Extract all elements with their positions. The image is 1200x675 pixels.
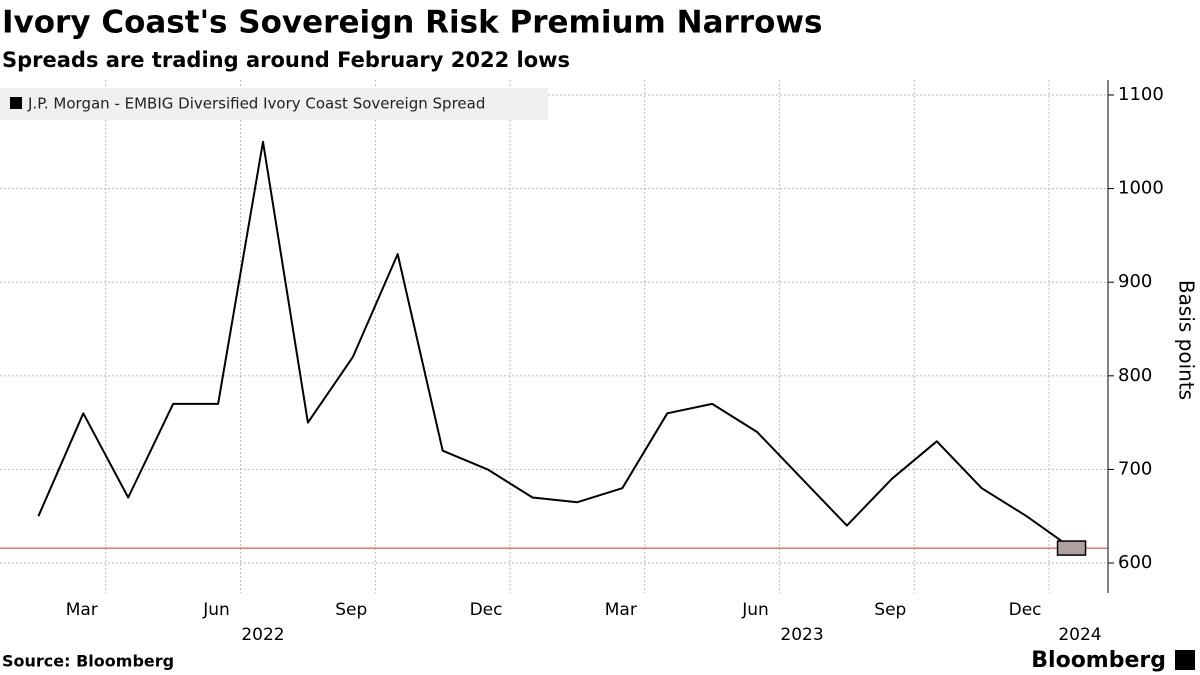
x-tick-label: Sep <box>874 600 906 620</box>
brand-icon <box>1175 650 1195 670</box>
year-label: 2022 <box>241 625 284 645</box>
y-tick-label: 700 <box>1118 458 1152 479</box>
legend-label: J.P. Morgan - EMBIG Diversified Ivory Co… <box>27 95 485 113</box>
x-tick-label: Dec <box>1009 600 1042 620</box>
legend <box>0 88 548 120</box>
brand: Bloomberg <box>1031 648 1166 673</box>
x-tick-label: Dec <box>470 600 503 620</box>
year-label: 2024 <box>1058 625 1101 645</box>
x-tick-label: Mar <box>605 600 637 620</box>
chart-title: Ivory Coast's Sovereign Risk Premium Nar… <box>2 5 822 41</box>
source: Source: Bloomberg <box>2 652 174 671</box>
y-tick-label: 900 <box>1118 271 1152 292</box>
x-tick-label: Sep <box>335 600 367 620</box>
y-tick-label: 800 <box>1118 365 1152 386</box>
last-value-marker <box>1056 540 1087 556</box>
chart-subtitle: Spreads are trading around February 2022… <box>2 48 570 72</box>
year-label: 2023 <box>780 625 823 645</box>
y-tick-label: 600 <box>1118 552 1152 573</box>
y-tick-label: 1100 <box>1118 84 1164 105</box>
x-tick-label: Jun <box>741 600 769 620</box>
y-tick-label: 1000 <box>1118 178 1164 199</box>
x-tick-label: Jun <box>202 600 230 620</box>
line-series <box>37 140 1073 549</box>
legend-swatch <box>10 97 22 109</box>
x-tick-label: Mar <box>66 600 98 620</box>
y-axis-label: Basis points <box>1175 280 1199 400</box>
